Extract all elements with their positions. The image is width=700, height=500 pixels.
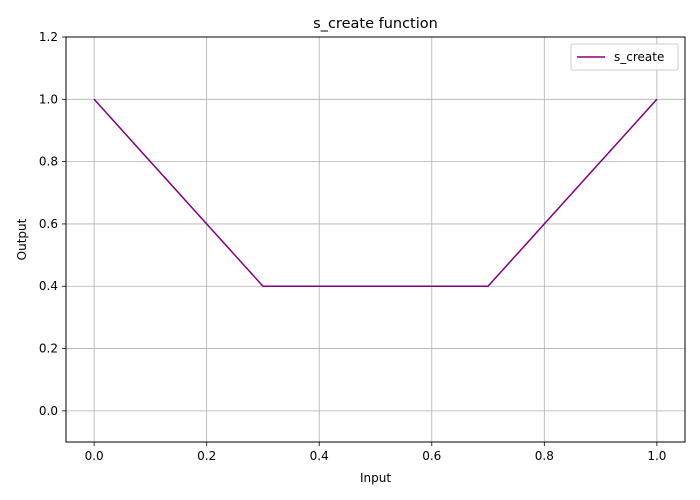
plot-frame: [65, 36, 686, 443]
y-tick-label: 0.2: [39, 342, 58, 356]
x-axis-label: Input: [360, 471, 391, 485]
x-tick-label: 1.0: [647, 449, 666, 463]
series-layer: [93, 98, 658, 287]
y-axis-label: Output: [15, 218, 29, 260]
x-tick-label: 0.2: [197, 449, 216, 463]
y-tick-label: 1.2: [39, 30, 58, 44]
ticks: 0.0 0.2 0.4 0.6 0.8 1.0 0.0 0.2 0.4 0.6 0.8 1.0 1.2: [39, 30, 667, 463]
x-tick-label: 0.6: [422, 449, 441, 463]
y-tick-label: 0.4: [39, 279, 58, 293]
legend: s_create: [570, 43, 679, 71]
y-tick-label: 1.0: [39, 92, 58, 106]
x-tick-label: 0.0: [85, 449, 104, 463]
legend-label-s-create: s_create: [614, 50, 664, 64]
x-tick-label: 0.4: [310, 449, 329, 463]
y-tick-label: 0.8: [39, 155, 58, 169]
y-tick-label: 0.0: [39, 404, 58, 418]
chart-title: s_create function: [313, 16, 438, 32]
x-tick-label: 0.8: [535, 449, 554, 463]
series-line-s-create: [93, 98, 658, 287]
y-tick-label: 0.6: [39, 217, 58, 231]
legend-box: [570, 43, 679, 71]
